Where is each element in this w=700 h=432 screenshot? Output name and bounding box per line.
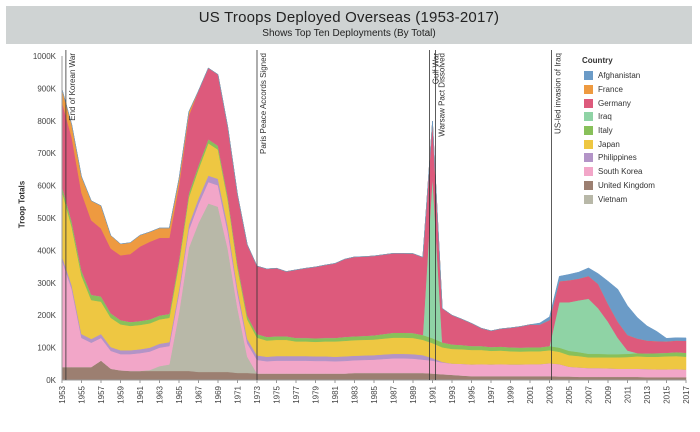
chart-subtitle: Shows Top Ten Deployments (By Total) bbox=[262, 28, 436, 39]
x-tick-label: 1977 bbox=[292, 385, 301, 403]
legend-item: South Korea bbox=[578, 165, 690, 179]
x-tick-label: 1981 bbox=[331, 385, 340, 403]
chart-title-box: US Troops Deployed Overseas (1953-2017) … bbox=[6, 6, 692, 44]
annotation-label: Paris Peace Accords Signed bbox=[259, 53, 268, 154]
legend-swatch bbox=[584, 180, 593, 190]
annotation-label: End of Korean War bbox=[68, 53, 77, 121]
x-tick-label: 1983 bbox=[351, 385, 360, 403]
x-tick-label: 1971 bbox=[234, 385, 243, 403]
legend-label: Germany bbox=[598, 98, 631, 108]
y-tick-label: 500K bbox=[37, 214, 56, 223]
y-tick-label: 400K bbox=[37, 246, 56, 255]
x-tick-label: 2011 bbox=[624, 385, 633, 403]
legend-label: Italy bbox=[598, 126, 613, 136]
x-tick-label: 2017 bbox=[682, 385, 691, 403]
x-tick-label: 1999 bbox=[507, 385, 516, 403]
chart-title: US Troops Deployed Overseas (1953-2017) bbox=[198, 9, 500, 26]
y-tick-label: 300K bbox=[37, 279, 56, 288]
x-tick-label: 2005 bbox=[565, 385, 574, 403]
x-tick-label: 1953 bbox=[58, 385, 67, 403]
area-afghanistan bbox=[61, 67, 687, 342]
legend-item: Iraq bbox=[578, 110, 690, 124]
x-tick-label: 2003 bbox=[546, 385, 555, 403]
x-tick-label: 1979 bbox=[312, 385, 321, 403]
x-tick-label: 1991 bbox=[429, 385, 438, 403]
x-tick-label: 1973 bbox=[253, 385, 262, 403]
x-tick-label: 1969 bbox=[214, 385, 223, 403]
annotation-label: Gulf War bbox=[432, 53, 441, 85]
legend-item: Philippines bbox=[578, 151, 690, 165]
legend-item: Germany bbox=[578, 96, 690, 110]
legend-swatch bbox=[584, 126, 593, 136]
y-tick-label: 600K bbox=[37, 182, 56, 191]
legend-item: Afghanistan bbox=[578, 69, 690, 83]
x-tick-label: 1965 bbox=[175, 385, 184, 403]
y-axis-label: Troop Totals bbox=[17, 180, 27, 229]
legend-label: United Kingdom bbox=[598, 180, 655, 190]
legend-item: Italy bbox=[578, 124, 690, 138]
legend-item: United Kingdom bbox=[578, 179, 690, 193]
y-tick-label: 200K bbox=[37, 311, 56, 320]
legend-item: Japan bbox=[578, 137, 690, 151]
x-tick-label: 1975 bbox=[273, 385, 282, 403]
y-tick-label: 800K bbox=[37, 117, 56, 126]
x-tick-label: 1961 bbox=[136, 385, 145, 403]
legend-title: Country bbox=[582, 56, 613, 65]
y-tick-label: 1000K bbox=[33, 52, 57, 61]
legend-swatch bbox=[584, 167, 593, 177]
x-tick-label: 1957 bbox=[97, 385, 106, 403]
y-tick-label: 0K bbox=[46, 376, 56, 385]
legend-label: South Korea bbox=[598, 167, 643, 177]
legend-swatch bbox=[584, 194, 593, 204]
legend-swatch bbox=[584, 139, 593, 149]
chart-legend: Country Afghanistan France Germany Iraq Ital… bbox=[578, 56, 690, 216]
x-tick-label: 1963 bbox=[156, 385, 165, 403]
y-tick-label: 100K bbox=[37, 344, 56, 353]
x-tick-label: 1967 bbox=[195, 385, 204, 403]
legend-item: France bbox=[578, 83, 690, 97]
x-tick-label: 1959 bbox=[117, 385, 126, 403]
x-tick-label: 2013 bbox=[643, 385, 652, 403]
legend-label: Iraq bbox=[598, 112, 612, 122]
x-tick-label: 1987 bbox=[390, 385, 399, 403]
legend-label: France bbox=[598, 85, 623, 95]
legend-swatch bbox=[584, 98, 593, 108]
annotation-label: Warsaw Pact Dissolved bbox=[437, 53, 446, 137]
legend-swatch bbox=[584, 153, 593, 163]
x-tick-label: 2015 bbox=[663, 385, 672, 403]
legend-label: Afghanistan bbox=[598, 71, 641, 81]
x-tick-label: 1995 bbox=[468, 385, 477, 403]
y-tick-label: 900K bbox=[37, 84, 56, 93]
x-tick-label: 1955 bbox=[78, 385, 87, 403]
legend-label: Japan bbox=[598, 139, 620, 149]
x-tick-label: 1993 bbox=[448, 385, 457, 403]
annotation-label: US-led invasion of Iraq bbox=[553, 53, 562, 134]
x-tick-label: 2007 bbox=[585, 385, 594, 403]
x-tick-label: 1997 bbox=[487, 385, 496, 403]
x-tick-label: 2001 bbox=[526, 385, 535, 403]
legend-label: Philippines bbox=[598, 153, 637, 163]
legend-label: Vietnam bbox=[598, 194, 628, 204]
x-tick-label: 1985 bbox=[370, 385, 379, 403]
legend-swatch bbox=[584, 85, 593, 95]
x-tick-label: 2009 bbox=[604, 385, 613, 403]
legend-item: Vietnam bbox=[578, 192, 690, 206]
y-tick-label: 700K bbox=[37, 149, 56, 158]
legend-swatch bbox=[584, 112, 593, 122]
x-tick-label: 1989 bbox=[409, 385, 418, 403]
legend-swatch bbox=[584, 71, 593, 81]
